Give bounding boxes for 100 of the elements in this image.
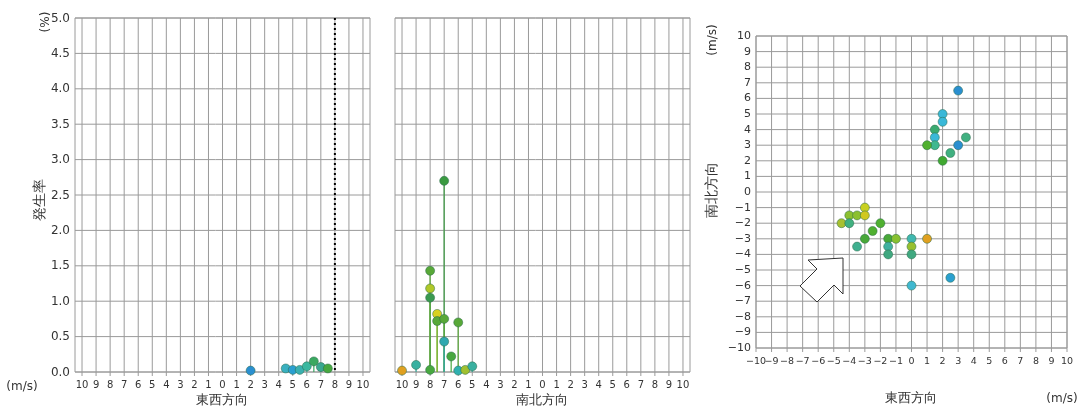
x-tick-label: 2 <box>191 379 198 390</box>
x-tick-label: 2 <box>939 354 946 366</box>
x-tick-label: −6 <box>811 354 826 366</box>
x-tick-label: −3 <box>857 354 872 366</box>
x-tick-label: 9 <box>92 379 100 390</box>
y-axis-title: 発生率 <box>31 179 47 221</box>
y-tick-label: 1.0 <box>50 293 70 308</box>
x-tick-label: 4 <box>163 379 170 390</box>
y-tick-label: 2 <box>744 153 751 167</box>
x-tick-label: −9 <box>764 354 779 366</box>
y-tick-label: −6 <box>734 278 751 292</box>
x-tick-label: 3 <box>581 379 588 390</box>
y-tick-label: 1 <box>744 169 751 183</box>
x-axis-title: 南北方向 <box>516 391 568 407</box>
y-axis-title: 南北方向 <box>703 162 719 218</box>
text: (m/s) <box>6 378 38 393</box>
y-tick-label: 3 <box>744 138 751 152</box>
x-tick-label: 6 <box>303 379 310 390</box>
y-tick-label: 2.5 <box>50 187 70 202</box>
x-tick-label: 5 <box>469 379 476 390</box>
y-tick-label: −5 <box>734 263 751 276</box>
x-tick-label: 10 <box>395 379 409 390</box>
x-tick-label: −5 <box>826 354 841 366</box>
x-tick-label: 3 <box>955 354 962 366</box>
x-tick-label: 6 <box>1001 354 1008 366</box>
x-tick-label: 7 <box>440 379 448 390</box>
y-tick-label: −8 <box>734 309 751 323</box>
y-tick-label: 9 <box>744 44 751 58</box>
y-tick-label: 4.0 <box>50 81 70 96</box>
y-tick-label: 3.0 <box>50 152 70 167</box>
y-tick-label: 7 <box>744 75 751 89</box>
x-tick-label: −4 <box>842 354 857 366</box>
y-tick-label: −1 <box>734 200 751 214</box>
x-tick-label: 1 <box>553 379 560 390</box>
x-tick-label: 2 <box>511 379 518 390</box>
y-tick-label: 2.0 <box>50 222 70 237</box>
x-tick-label: 10 <box>75 379 89 390</box>
x-tick-label: 9 <box>1048 354 1055 366</box>
x-axis-title: 東西方向 <box>196 391 248 407</box>
y-tick-label: 5.0 <box>50 10 70 25</box>
x-tick-label: −1 <box>888 354 903 366</box>
y-tick-label: 3.5 <box>50 116 70 131</box>
x-tick-label: 6 <box>455 379 462 390</box>
y-tick-label: 4.5 <box>50 45 70 60</box>
x-tick-label: 1 <box>205 379 212 390</box>
x-tick-label: 8 <box>1032 354 1039 366</box>
x-tick-label: 2 <box>247 379 254 390</box>
x-tick-label: 4 <box>275 379 282 390</box>
x-tick-label: 7 <box>317 379 325 390</box>
x-tick-label: 8 <box>106 379 114 390</box>
x-tick-label: 6 <box>135 379 142 390</box>
y-tick-label: 5 <box>744 107 751 120</box>
y-tick-label: 8 <box>744 60 751 74</box>
x-tick-label: 9 <box>665 379 673 390</box>
x-tick-label: 9 <box>345 379 353 390</box>
x-tick-label: −8 <box>780 354 795 366</box>
x-tick-label: 8 <box>426 379 434 390</box>
x-axis-title: 東西方向 <box>885 389 937 405</box>
x-tick-label: 0 <box>908 354 915 366</box>
x-tick-label: 7 <box>637 379 645 390</box>
x-tick-label: 5 <box>609 379 616 390</box>
y-tick-label: 1.5 <box>50 258 70 273</box>
x-tick-label: 2 <box>567 379 574 390</box>
x-tick-label: 1 <box>525 379 532 390</box>
y-tick-label: −3 <box>734 231 751 245</box>
x-tick-label: 4 <box>970 354 977 366</box>
x-tick-label: 1 <box>233 379 240 390</box>
x-tick-label: 10 <box>1060 354 1074 366</box>
text: (m/s) <box>704 24 719 56</box>
y-tick-label: −4 <box>734 247 751 261</box>
y-tick-label: −10 <box>727 341 751 354</box>
x-tick-label: 3 <box>177 379 184 390</box>
x-tick-label: 8 <box>651 379 659 390</box>
x-tick-label: 0 <box>219 379 226 390</box>
x-tick-label: 3 <box>497 379 504 390</box>
y-tick-label: −2 <box>734 216 751 230</box>
text: (%) <box>37 11 52 33</box>
x-tick-label: 7 <box>1017 354 1024 366</box>
text: (m/s) <box>1046 390 1078 405</box>
x-tick-label: 8 <box>331 379 339 390</box>
x-tick-label: 6 <box>623 379 630 390</box>
x-tick-label: 5 <box>149 379 156 390</box>
y-tick-label: 0.5 <box>50 329 70 344</box>
x-tick-label: 5 <box>986 354 993 366</box>
x-tick-label: 5 <box>289 379 296 390</box>
y-tick-label: 0.0 <box>50 364 70 379</box>
y-tick-label: −7 <box>734 294 751 308</box>
x-tick-label: 4 <box>483 379 490 390</box>
x-tick-label: 1 <box>924 354 931 366</box>
x-tick-label: −7 <box>795 354 810 366</box>
x-tick-label: 4 <box>595 379 602 390</box>
x-tick-label: 7 <box>120 379 128 390</box>
x-tick-label: 3 <box>261 379 268 390</box>
y-tick-label: −9 <box>734 325 751 339</box>
x-tick-label: 9 <box>412 379 420 390</box>
x-tick-label: −2 <box>873 354 888 366</box>
y-tick-label: 4 <box>744 122 751 136</box>
y-tick-label: 6 <box>744 91 751 105</box>
x-tick-label: 0 <box>539 379 546 390</box>
y-tick-label: 10 <box>737 29 751 42</box>
